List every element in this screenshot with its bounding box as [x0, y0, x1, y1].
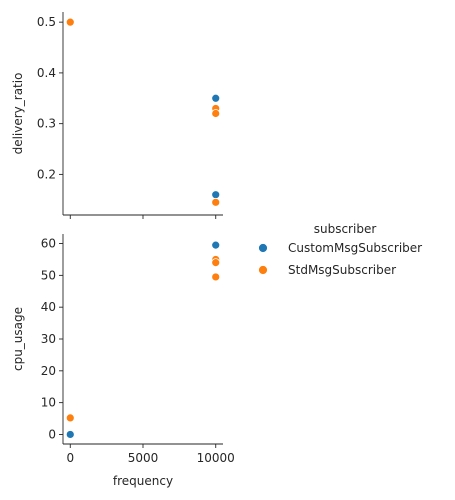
delivery-ratio-point-stdmsgsubscriber — [211, 109, 221, 118]
cpu-usage-point-stdmsgsubscriber — [65, 413, 75, 423]
delivery-ratio-point-custommsgsubscriber — [211, 93, 221, 103]
legend-title: subscriber — [314, 222, 377, 236]
cpu-usage-point-custommsgsubscriber — [65, 430, 75, 439]
delivery-ratio-y-tick-label: 0.5 — [37, 15, 56, 29]
x-tick-label: 0 — [66, 451, 74, 465]
legend-label-stdmsgsubscriber: StdMsgSubscriber — [288, 263, 396, 277]
delivery-ratio-panel: 0.2 0.3 0.4 0.5 delivery_ratio — [11, 12, 223, 219]
delivery-ratio-point-stdmsgsubscriber — [65, 17, 75, 27]
cpu-usage-y-tick-label: 10 — [41, 396, 56, 410]
delivery-ratio-y-tick-label: 0.3 — [37, 117, 56, 131]
cpu-usage-point-stdmsgsubscriber — [211, 258, 221, 268]
delivery-ratio-point-stdmsgsubscriber — [211, 197, 221, 207]
delivery-ratio-y-tick-label: 0.2 — [37, 167, 56, 181]
legend-marker-custommsgsubscriber — [258, 243, 268, 253]
cpu-usage-y-tick-label: 0 — [48, 427, 56, 441]
legend: subscriber CustomMsgSubscriber StdMsgSubsc… — [258, 222, 422, 277]
cpu-usage-point-stdmsgsubscriber — [211, 272, 221, 282]
legend-label-custommsgsubscriber: CustomMsgSubscriber — [288, 241, 422, 255]
cpu-usage-y-tick-label: 40 — [41, 300, 56, 314]
cpu-usage-y-tick-label: 30 — [41, 332, 56, 346]
cpu-usage-y-tick-label: 60 — [41, 237, 56, 251]
cpu-usage-y-tick-label: 50 — [41, 268, 56, 282]
cpu-usage-y-tick-label: 20 — [41, 364, 56, 378]
x-tick-label: 10000 — [197, 451, 235, 465]
delivery-ratio-y-tick-label: 0.4 — [37, 66, 56, 80]
x-tick-label: 5000 — [128, 451, 159, 465]
cpu-usage-y-axis-label: cpu_usage — [11, 307, 25, 371]
legend-marker-stdmsgsubscriber — [258, 265, 268, 275]
cpu-usage-point-custommsgsubscriber — [211, 240, 221, 250]
delivery-ratio-y-axis-label: delivery_ratio — [11, 73, 25, 155]
x-axis-label: frequency — [113, 474, 173, 488]
cpu-usage-panel: 0 10 20 30 40 50 60 0 5000 10000 cpu_usage frequenc… — [11, 234, 235, 488]
delivery-ratio-point-custommsgsubscriber — [211, 190, 221, 200]
